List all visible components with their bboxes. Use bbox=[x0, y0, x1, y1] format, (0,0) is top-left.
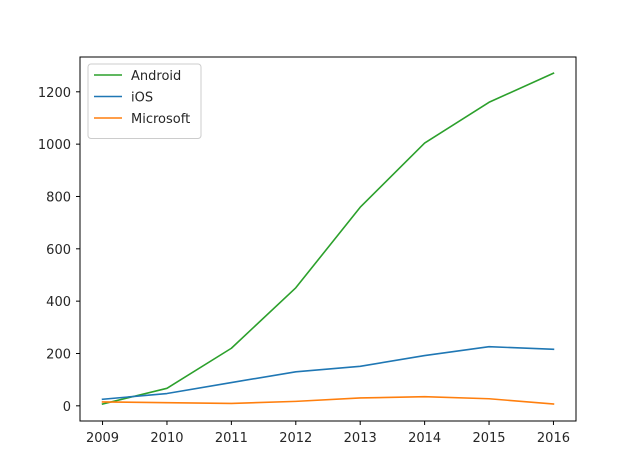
y-axis: 0 200 400 600 800 1000 1200 bbox=[38, 86, 80, 415]
legend-label-microsoft: Microsoft bbox=[131, 112, 190, 127]
x-tick-label: 2012 bbox=[279, 431, 312, 446]
legend-label-ios: iOS bbox=[131, 91, 153, 106]
legend-label-android: Android bbox=[131, 69, 181, 84]
x-tick-label: 2009 bbox=[86, 431, 119, 446]
plot-frame bbox=[79, 56, 577, 422]
y-tick-label: 600 bbox=[46, 243, 71, 258]
y-tick-label: 200 bbox=[46, 347, 71, 362]
x-axis: 2009 2010 2011 2012 2013 2014 2015 2016 bbox=[86, 421, 570, 446]
x-tick-label: 2016 bbox=[537, 431, 570, 446]
x-tick-label: 2013 bbox=[344, 431, 377, 446]
y-tick-label: 0 bbox=[63, 400, 71, 415]
y-tick-label: 1200 bbox=[38, 86, 71, 101]
legend-box bbox=[87, 63, 202, 139]
x-tick-label: 2011 bbox=[215, 431, 248, 446]
x-tick-label: 2010 bbox=[150, 431, 183, 446]
y-tick-label: 400 bbox=[46, 295, 71, 310]
series-line-microsoft bbox=[101, 395, 555, 405]
series-line-android bbox=[101, 72, 555, 405]
x-tick-label: 2015 bbox=[472, 431, 505, 446]
x-tick-label: 2014 bbox=[408, 431, 441, 446]
legend: Android iOS Microsoft bbox=[87, 63, 202, 139]
series-layer bbox=[101, 72, 555, 405]
y-tick-label: 800 bbox=[46, 190, 71, 205]
y-tick-label: 1000 bbox=[38, 138, 71, 153]
series-line-ios bbox=[101, 345, 555, 401]
